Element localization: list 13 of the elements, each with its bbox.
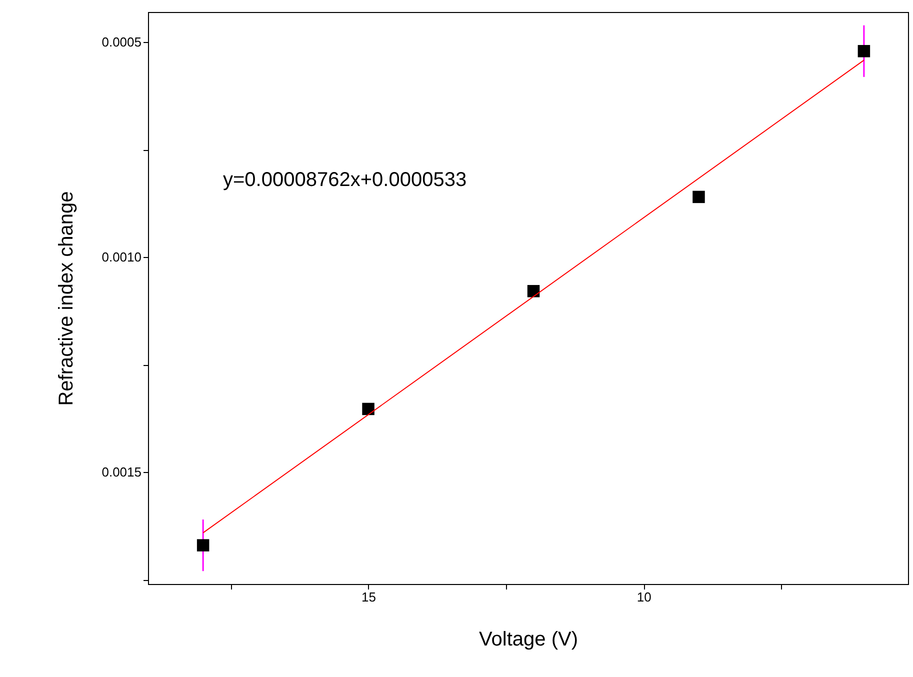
y-tick-label: 0.0010: [102, 250, 142, 265]
point: [692, 190, 705, 204]
point: [858, 45, 870, 58]
y-tick-label: 0.0005: [102, 34, 142, 50]
point: [362, 402, 374, 416]
y-tick-label: 0.0015: [102, 464, 142, 480]
y-axis-title: Refractive index change: [56, 191, 78, 406]
point: [527, 284, 540, 298]
x-axis-title: Voltage (V): [479, 628, 578, 650]
x-tick-label: 10: [636, 590, 652, 604]
x-tick-label: 15: [362, 590, 376, 604]
annotation: y=0.00008762x+0.0000533: [223, 169, 467, 191]
point: [196, 539, 210, 552]
